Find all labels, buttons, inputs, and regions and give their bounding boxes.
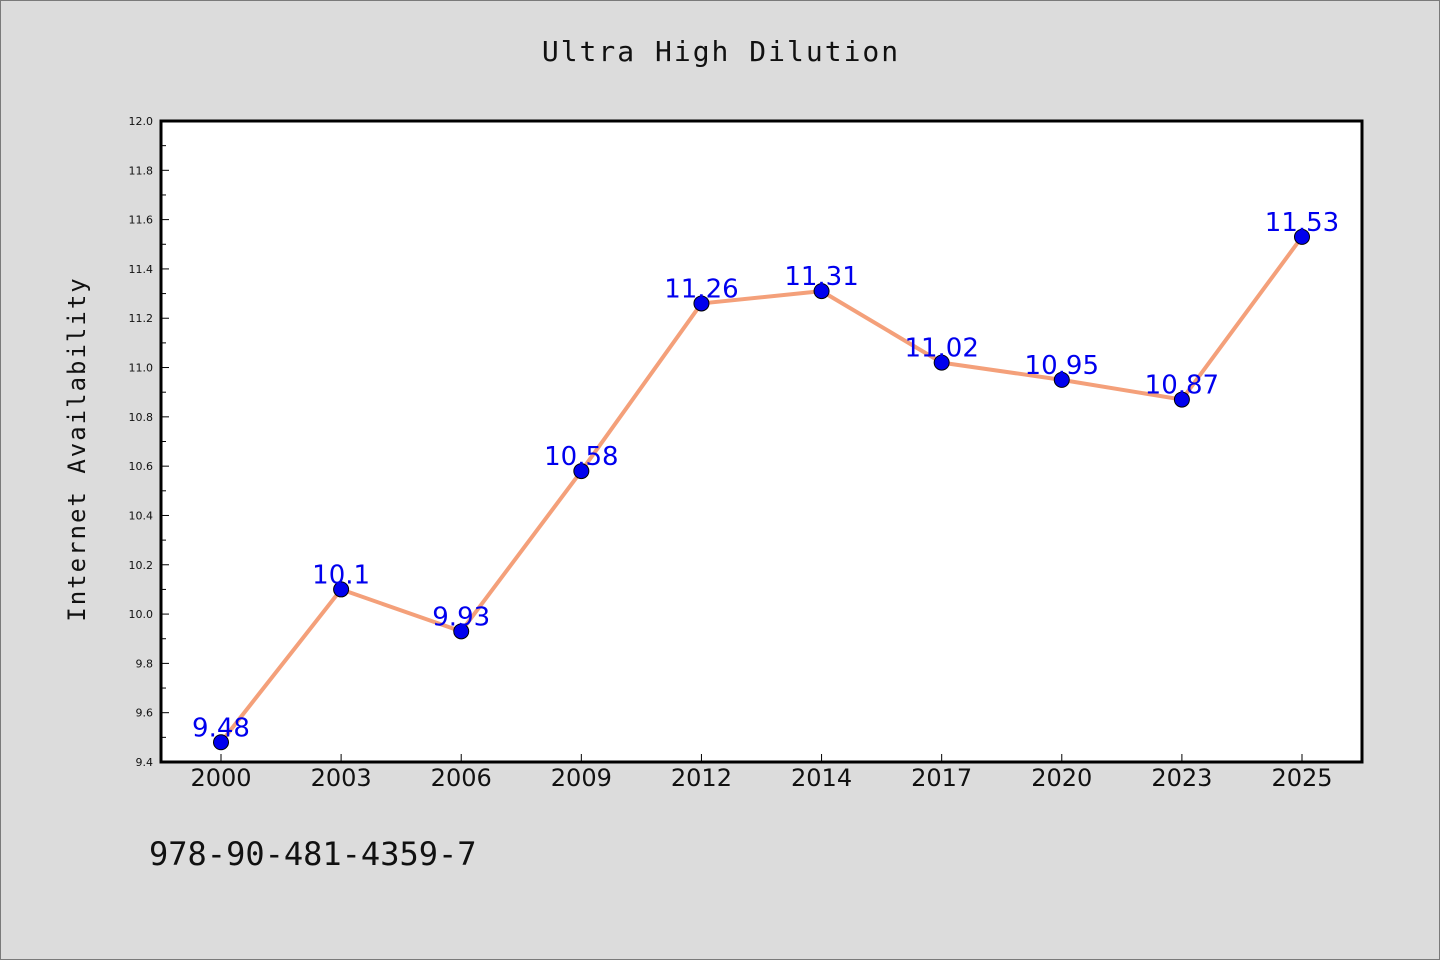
data-point <box>453 623 470 640</box>
series-layer: 9.48 10.1 9.93 10.58 11.26 11.31 11.02 10.95 10.… <box>192 208 1339 751</box>
y-tick-label: 11.6 <box>129 214 154 227</box>
y-tick-label: 9.4 <box>136 756 154 769</box>
data-label: 9.48 <box>192 713 250 743</box>
data-label: 10.58 <box>544 442 618 472</box>
data-label: 10.95 <box>1025 351 1099 381</box>
y-tick-label: 10.2 <box>129 559 154 572</box>
data-point <box>333 581 350 598</box>
series-line <box>219 234 1304 745</box>
y-tick-label: 10.8 <box>129 411 154 424</box>
data-label: 10.1 <box>312 560 370 590</box>
data-point <box>933 354 950 371</box>
chart-title: Ultra High Dilution <box>541 35 901 68</box>
y-tick-label: 11.4 <box>129 263 154 276</box>
y-tick-label: 12.0 <box>129 115 154 128</box>
y-tick-label: 10.4 <box>129 509 154 522</box>
y-tick-label: 11.8 <box>129 164 154 177</box>
x-tick-label: 2025 <box>1271 764 1332 792</box>
plot-frame <box>159 119 1364 764</box>
data-label: 9.93 <box>432 602 490 632</box>
y-tick-label: 9.8 <box>136 657 154 670</box>
y-tick-label: 10.0 <box>129 608 154 621</box>
x-tick-label: 2012 <box>671 764 732 792</box>
data-point <box>693 295 710 312</box>
data-point <box>1173 391 1190 408</box>
data-point <box>1053 371 1070 388</box>
plot-area <box>161 121 1362 762</box>
y-axis-ticks: 9.4 9.6 9.8 10.0 10.2 10.4 10.6 10.8 11.0 11.2 11.… <box>129 115 169 769</box>
x-axis-ticks: 2000 2003 2006 2009 2012 2014 2017 2020 2023 2025 <box>190 754 1333 792</box>
x-tick-label: 2009 <box>551 764 612 792</box>
x-tick-label: 2000 <box>190 764 251 792</box>
x-tick-label: 2006 <box>431 764 492 792</box>
x-tick-label: 2003 <box>311 764 372 792</box>
y-tick-label: 11.2 <box>129 312 154 325</box>
data-point <box>213 734 229 751</box>
x-tick-label: 2023 <box>1151 764 1212 792</box>
y-tick-label: 9.6 <box>136 707 154 720</box>
isbn-text: 978-90-481-4359-7 <box>149 835 477 873</box>
x-tick-label: 2014 <box>791 764 852 792</box>
data-label: 11.53 <box>1265 208 1339 238</box>
data-label: 10.87 <box>1145 371 1219 401</box>
y-tick-label: 11.0 <box>129 362 154 375</box>
data-label: 11.31 <box>784 262 858 292</box>
data-point <box>813 283 830 300</box>
x-tick-label: 2020 <box>1031 764 1092 792</box>
data-point <box>573 463 590 480</box>
data-point <box>1294 228 1310 245</box>
x-tick-label: 2017 <box>911 764 972 792</box>
data-label: 11.02 <box>904 334 978 364</box>
y-tick-label: 10.6 <box>129 460 154 473</box>
data-label: 11.26 <box>664 274 738 304</box>
